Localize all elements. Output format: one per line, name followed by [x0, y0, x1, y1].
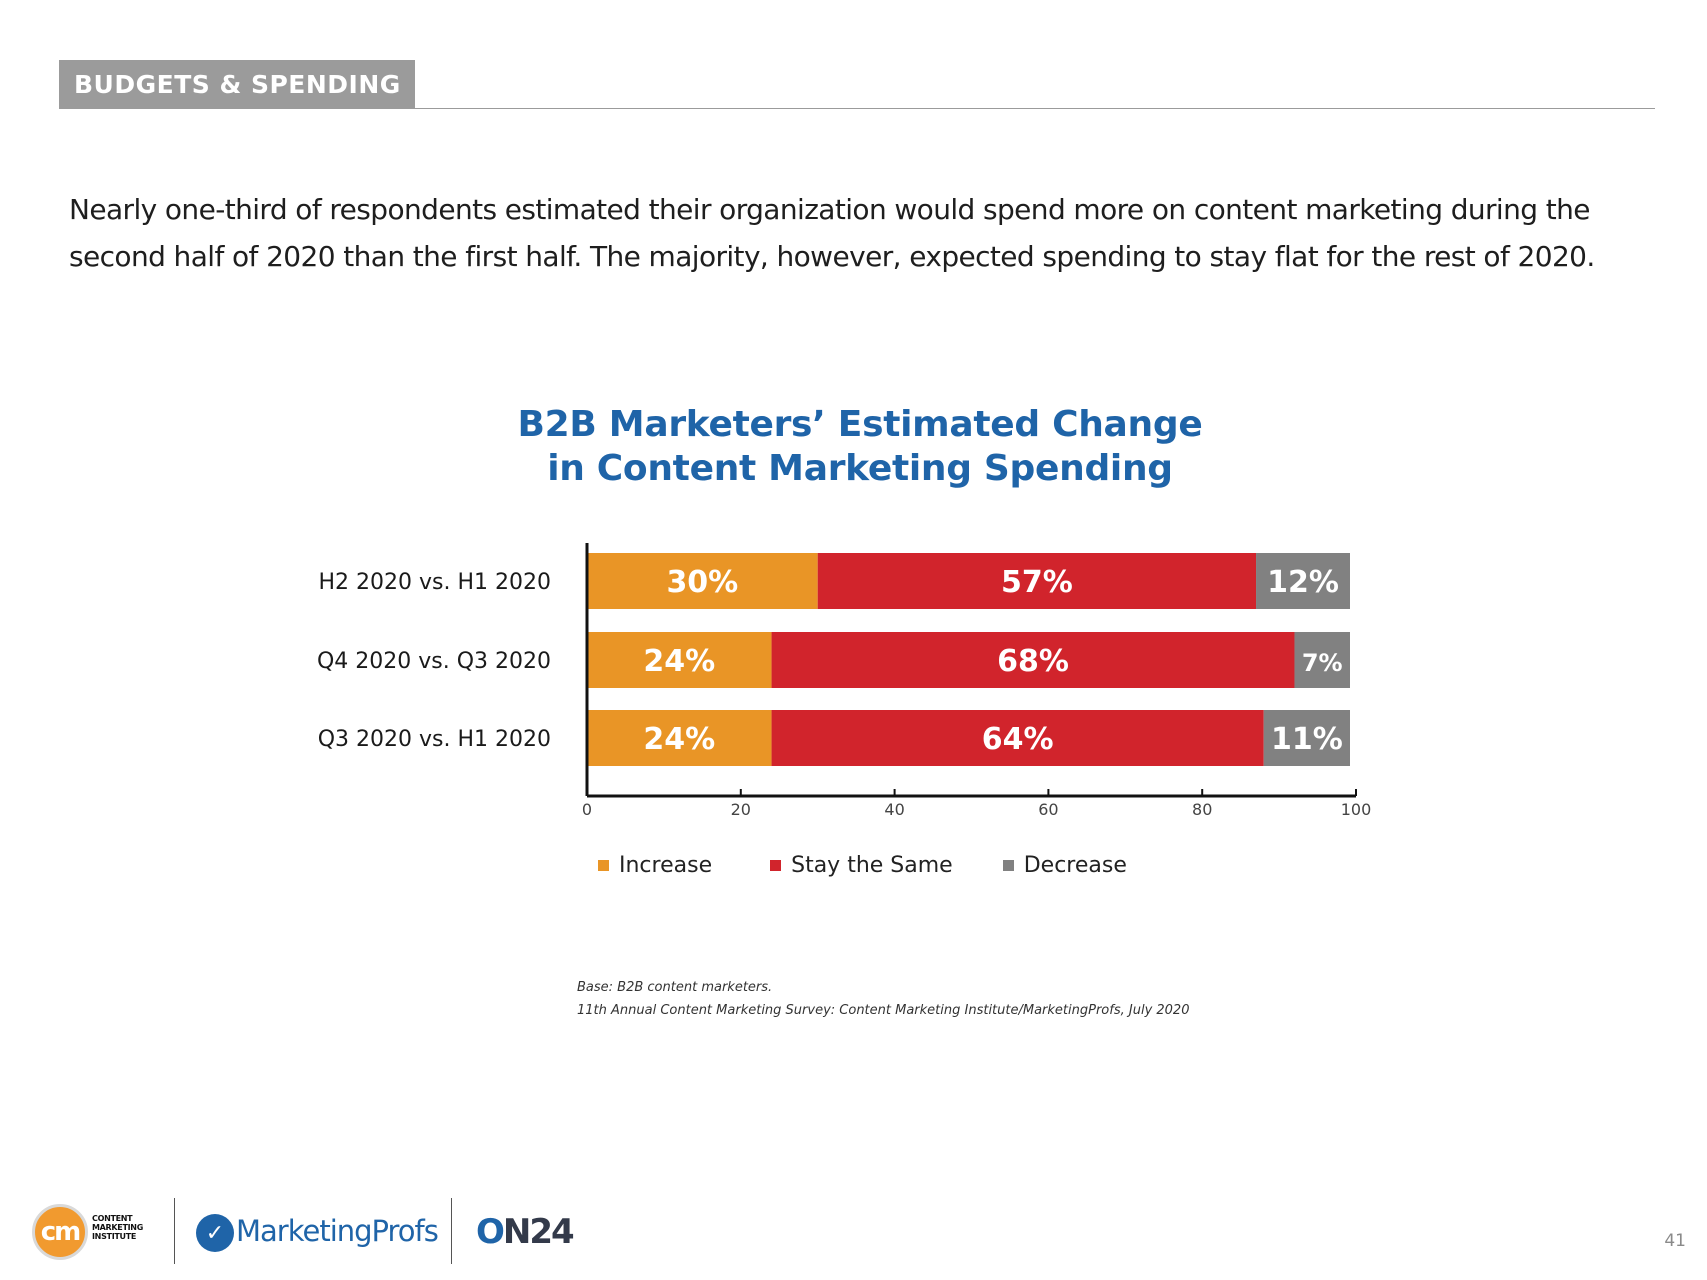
bar-increase-3: [587, 710, 772, 766]
intro-line-1: Nearly one-third of respondents estimate…: [69, 193, 1590, 226]
bar-label-increase-1: 30%: [666, 565, 738, 600]
bar-stay-the-same-2: [771, 632, 1295, 688]
bar-label-increase-3: 24%: [643, 722, 715, 757]
category-label-1: H2 2020 vs. H1 2020: [318, 570, 551, 595]
legend-item-decrease: Decrease: [1002, 852, 1127, 878]
legend-swatch-decrease: [1002, 859, 1014, 871]
legend-item-stay-the-same: Stay the Same: [770, 853, 953, 878]
marketingprofs-logo-text: MarketingProfs: [236, 1214, 439, 1248]
chart-title-line-2: in Content Marketing Spending: [547, 448, 1173, 489]
section-tag: BUDGETS & SPENDING: [59, 60, 415, 109]
intro-paragraph: Nearly one-third of respondents estimate…: [69, 186, 1639, 280]
bar-label-decrease-1: 12%: [1267, 565, 1339, 600]
section-divider: [415, 108, 1655, 109]
legend-label-increase: Increase: [619, 852, 713, 878]
legend-label-decrease: Decrease: [1023, 852, 1127, 878]
bar-label-decrease-3: 11%: [1271, 722, 1343, 757]
on24-logo-o: O: [476, 1212, 505, 1252]
bar-label-stay-the-same-3: 64%: [982, 722, 1054, 757]
bar-label-increase-2: 24%: [643, 644, 715, 679]
bar-increase-1: [587, 553, 818, 609]
bar-label-stay-the-same-2: 68%: [997, 644, 1069, 679]
bar-decrease-2: [1294, 632, 1350, 688]
cmi-logo-text-line-1: CONTENT: [92, 1214, 133, 1223]
chart-title-line-1: B2B Marketers’ Estimated Change: [517, 404, 1203, 445]
chart-title: B2B Marketers’ Estimated Change in Conte…: [460, 403, 1260, 491]
cmi-logo-text: CONTENT MARKETING INSTITUTE: [92, 1214, 182, 1241]
page-number: 41: [1664, 1231, 1686, 1251]
bar-decrease-1: [1256, 553, 1350, 609]
x-tick-label-20: 20: [731, 800, 751, 819]
bar-label-decrease-2: 7%: [1302, 649, 1343, 677]
footer-logos: cm CONTENT MARKETING INSTITUTE ✓ Marketi…: [32, 1198, 592, 1270]
base-note: Base: B2B content marketers.: [577, 980, 773, 995]
x-tick-label-80: 80: [1192, 800, 1212, 819]
on24-logo: ON24: [476, 1212, 575, 1252]
x-tick-label-100: 100: [1341, 800, 1372, 819]
legend-swatch-increase: [598, 859, 609, 871]
intro-line-2: second half of 2020 than the first half.…: [69, 240, 1595, 273]
cmi-logo-icon: cm: [32, 1204, 88, 1260]
cmi-logo-text-line-2: MARKETING: [92, 1223, 143, 1232]
footer-divider-1: [174, 1198, 175, 1264]
x-tick-label-40: 40: [884, 800, 904, 819]
chart-legend: Increase Stay the Same Decrease: [598, 850, 1127, 880]
category-label-2: Q4 2020 vs. Q3 2020: [317, 649, 551, 674]
bar-stay-the-same-1: [817, 553, 1257, 609]
bar-increase-2: [587, 632, 772, 688]
legend-swatch-stay-the-same: [770, 859, 782, 871]
marketingprofs-logo-icon: ✓: [196, 1214, 234, 1252]
category-label-3: Q3 2020 vs. H1 2020: [318, 727, 551, 752]
bar-label-stay-the-same-1: 57%: [1001, 565, 1073, 600]
bar-stay-the-same-3: [771, 710, 1264, 766]
source-note: 11th Annual Content Marketing Survey: Co…: [577, 1003, 1190, 1018]
legend-item-increase: Increase: [598, 853, 712, 878]
bar-decrease-3: [1263, 710, 1350, 766]
on24-logo-rest: N24: [502, 1212, 575, 1252]
footer-divider-2: [451, 1198, 452, 1264]
x-tick-label-0: 0: [582, 800, 592, 819]
legend-label-stay-the-same: Stay the Same: [791, 852, 953, 878]
cmi-logo-text-line-3: INSTITUTE: [92, 1232, 137, 1241]
x-tick-label-60: 60: [1038, 800, 1058, 819]
